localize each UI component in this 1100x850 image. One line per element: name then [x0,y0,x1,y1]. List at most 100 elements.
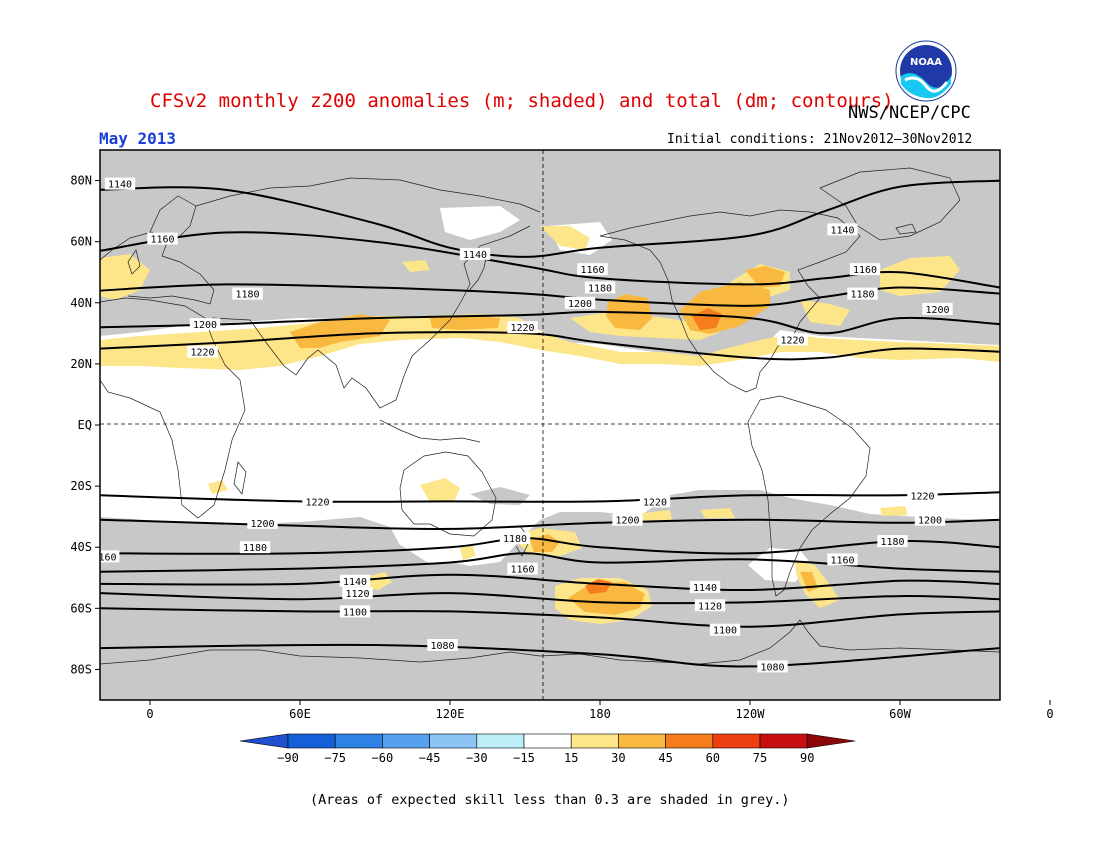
africa-patch [208,480,228,494]
contour-label-bg [339,605,371,618]
colorbar-label-11: 90 [800,751,814,765]
contour-label-bg [577,263,608,276]
contour-label-text: 1160 [830,555,854,566]
contour-label-bg [689,580,721,593]
contour-label-text: 1220 [510,323,534,334]
contour-label-21: 1100 [339,605,371,618]
contour-label-27: 1140 [689,580,721,594]
lat-label: 40N [70,296,92,310]
contour-label-15: 1220 [302,495,333,508]
colorbar-swatch-9 [712,733,761,749]
contour-label-bg [189,318,221,331]
contour-label-19: 1140 [339,574,371,588]
sh-atlantic-small [700,508,735,518]
contour-label-text: 1220 [305,497,329,508]
contour-label-bg [147,232,178,245]
chart-title: CFSv2 monthly z200 anomalies (m; shaded)… [150,90,894,112]
contour-label-18: 160 [100,550,120,563]
contour-label-bg [639,495,671,508]
lat-label: 40S [70,540,92,554]
contour-label-text: 1100 [343,607,367,618]
coast-indonesia [379,419,481,443]
lat-label: 60S [70,601,92,615]
atlantic-patch [880,256,960,296]
noaa-logo-text: NOAA [910,57,942,68]
contour-label-8: 1200 [564,296,596,310]
contour-label-30: 1080 [757,660,788,673]
contour-label-16: 1200 [247,516,278,530]
contour-label-text: 1160 [853,265,877,276]
noaa-logo-icon: NOAA [895,40,957,102]
coast-north-america [599,209,861,393]
contour-label-text: 1120 [345,589,369,600]
contour-label-25: 1180 [499,532,531,545]
lat-label: 80S [70,662,92,676]
contour-label-bg [827,553,858,566]
contour-label-text: 1080 [760,662,784,673]
contour-label-text: 1180 [588,284,612,295]
contour-label-26: 1160 [507,562,538,576]
colorbar-label-6: 15 [564,751,578,765]
contour-label-1: 1160 [147,232,178,246]
lon-label: 60E [289,707,311,721]
contour-label-text: 1200 [250,519,274,530]
contour-label-bg [849,263,881,276]
contour-label-12: 1180 [847,287,878,301]
contour-label-7: 1180 [584,281,616,295]
pacific-nw-patch [540,226,590,250]
nh-westerly-band [570,312,720,340]
contour-label-3: 1200 [189,318,221,331]
sh-indian-patch [420,478,460,502]
contour-1140-12 [100,179,1000,258]
contour-label-text: 1200 [568,299,592,310]
contour-label-bg [100,550,120,563]
coast-scandinavia [149,195,197,241]
contour-label-bg [187,345,218,358]
contour-label-bg [709,623,741,636]
contour-label-24: 1200 [612,513,643,527]
contour-label-bg [922,302,953,315]
contour-1220-7 [100,491,1000,503]
contour-label-text: 1080 [430,641,454,652]
colorbar-label-0: −90 [277,751,299,765]
contour-1200-9 [100,310,1000,335]
sh-east-small [880,506,908,516]
lon-label: 60W [889,707,911,721]
contour-label-text: 1200 [615,516,639,527]
contour-label-bg [499,532,531,545]
contour-label-text: 1140 [693,583,717,594]
lon-label: 0 [1046,707,1053,721]
contour-label-bg [247,516,278,529]
colorbar-low-arrow [239,733,289,749]
contour-1120-2 [100,592,1000,605]
colorbar-label-10: 75 [753,751,767,765]
colorbar-swatch-5 [523,733,572,749]
colorbar-swatch-4 [476,733,525,749]
contour-label-29: 1100 [709,623,741,637]
contour-label-text: 1180 [503,534,527,545]
contour-label-text: 1160 [580,265,604,276]
lat-label: 20N [70,357,92,371]
contour-label-text: 1180 [235,290,259,301]
contour-label-5: 1140 [459,247,491,261]
contour-label-bg [342,587,373,600]
contour-label-34: 1160 [827,553,858,566]
contour-label-2: 1180 [232,287,263,301]
contour-label-bg [459,247,491,260]
lon-label: 120W [736,707,766,721]
contour-label-bg [777,333,808,346]
tibet-patch [430,316,500,330]
lat-label: EQ [78,418,92,432]
colorbar-swatch-3 [429,733,478,749]
lon-label: 180 [589,707,611,721]
contour-label-text: 1180 [243,543,267,554]
colorbar-label-1: −75 [324,751,346,765]
contour-labels: 1140 1160 1180 1200 1220 1140 1160 1180 1200 1220… [100,177,953,673]
lat-label: 80N [70,174,92,188]
skill-footnote: (Areas of expected skill less than 0.3 a… [310,792,790,808]
contour-label-bg [907,489,938,502]
contour-label-bg [694,599,726,612]
coast-japan [467,257,487,293]
initial-conditions: Initial conditions: 21Nov2012–30Nov2012 [667,132,973,147]
contour-label-text: 1220 [643,497,667,508]
